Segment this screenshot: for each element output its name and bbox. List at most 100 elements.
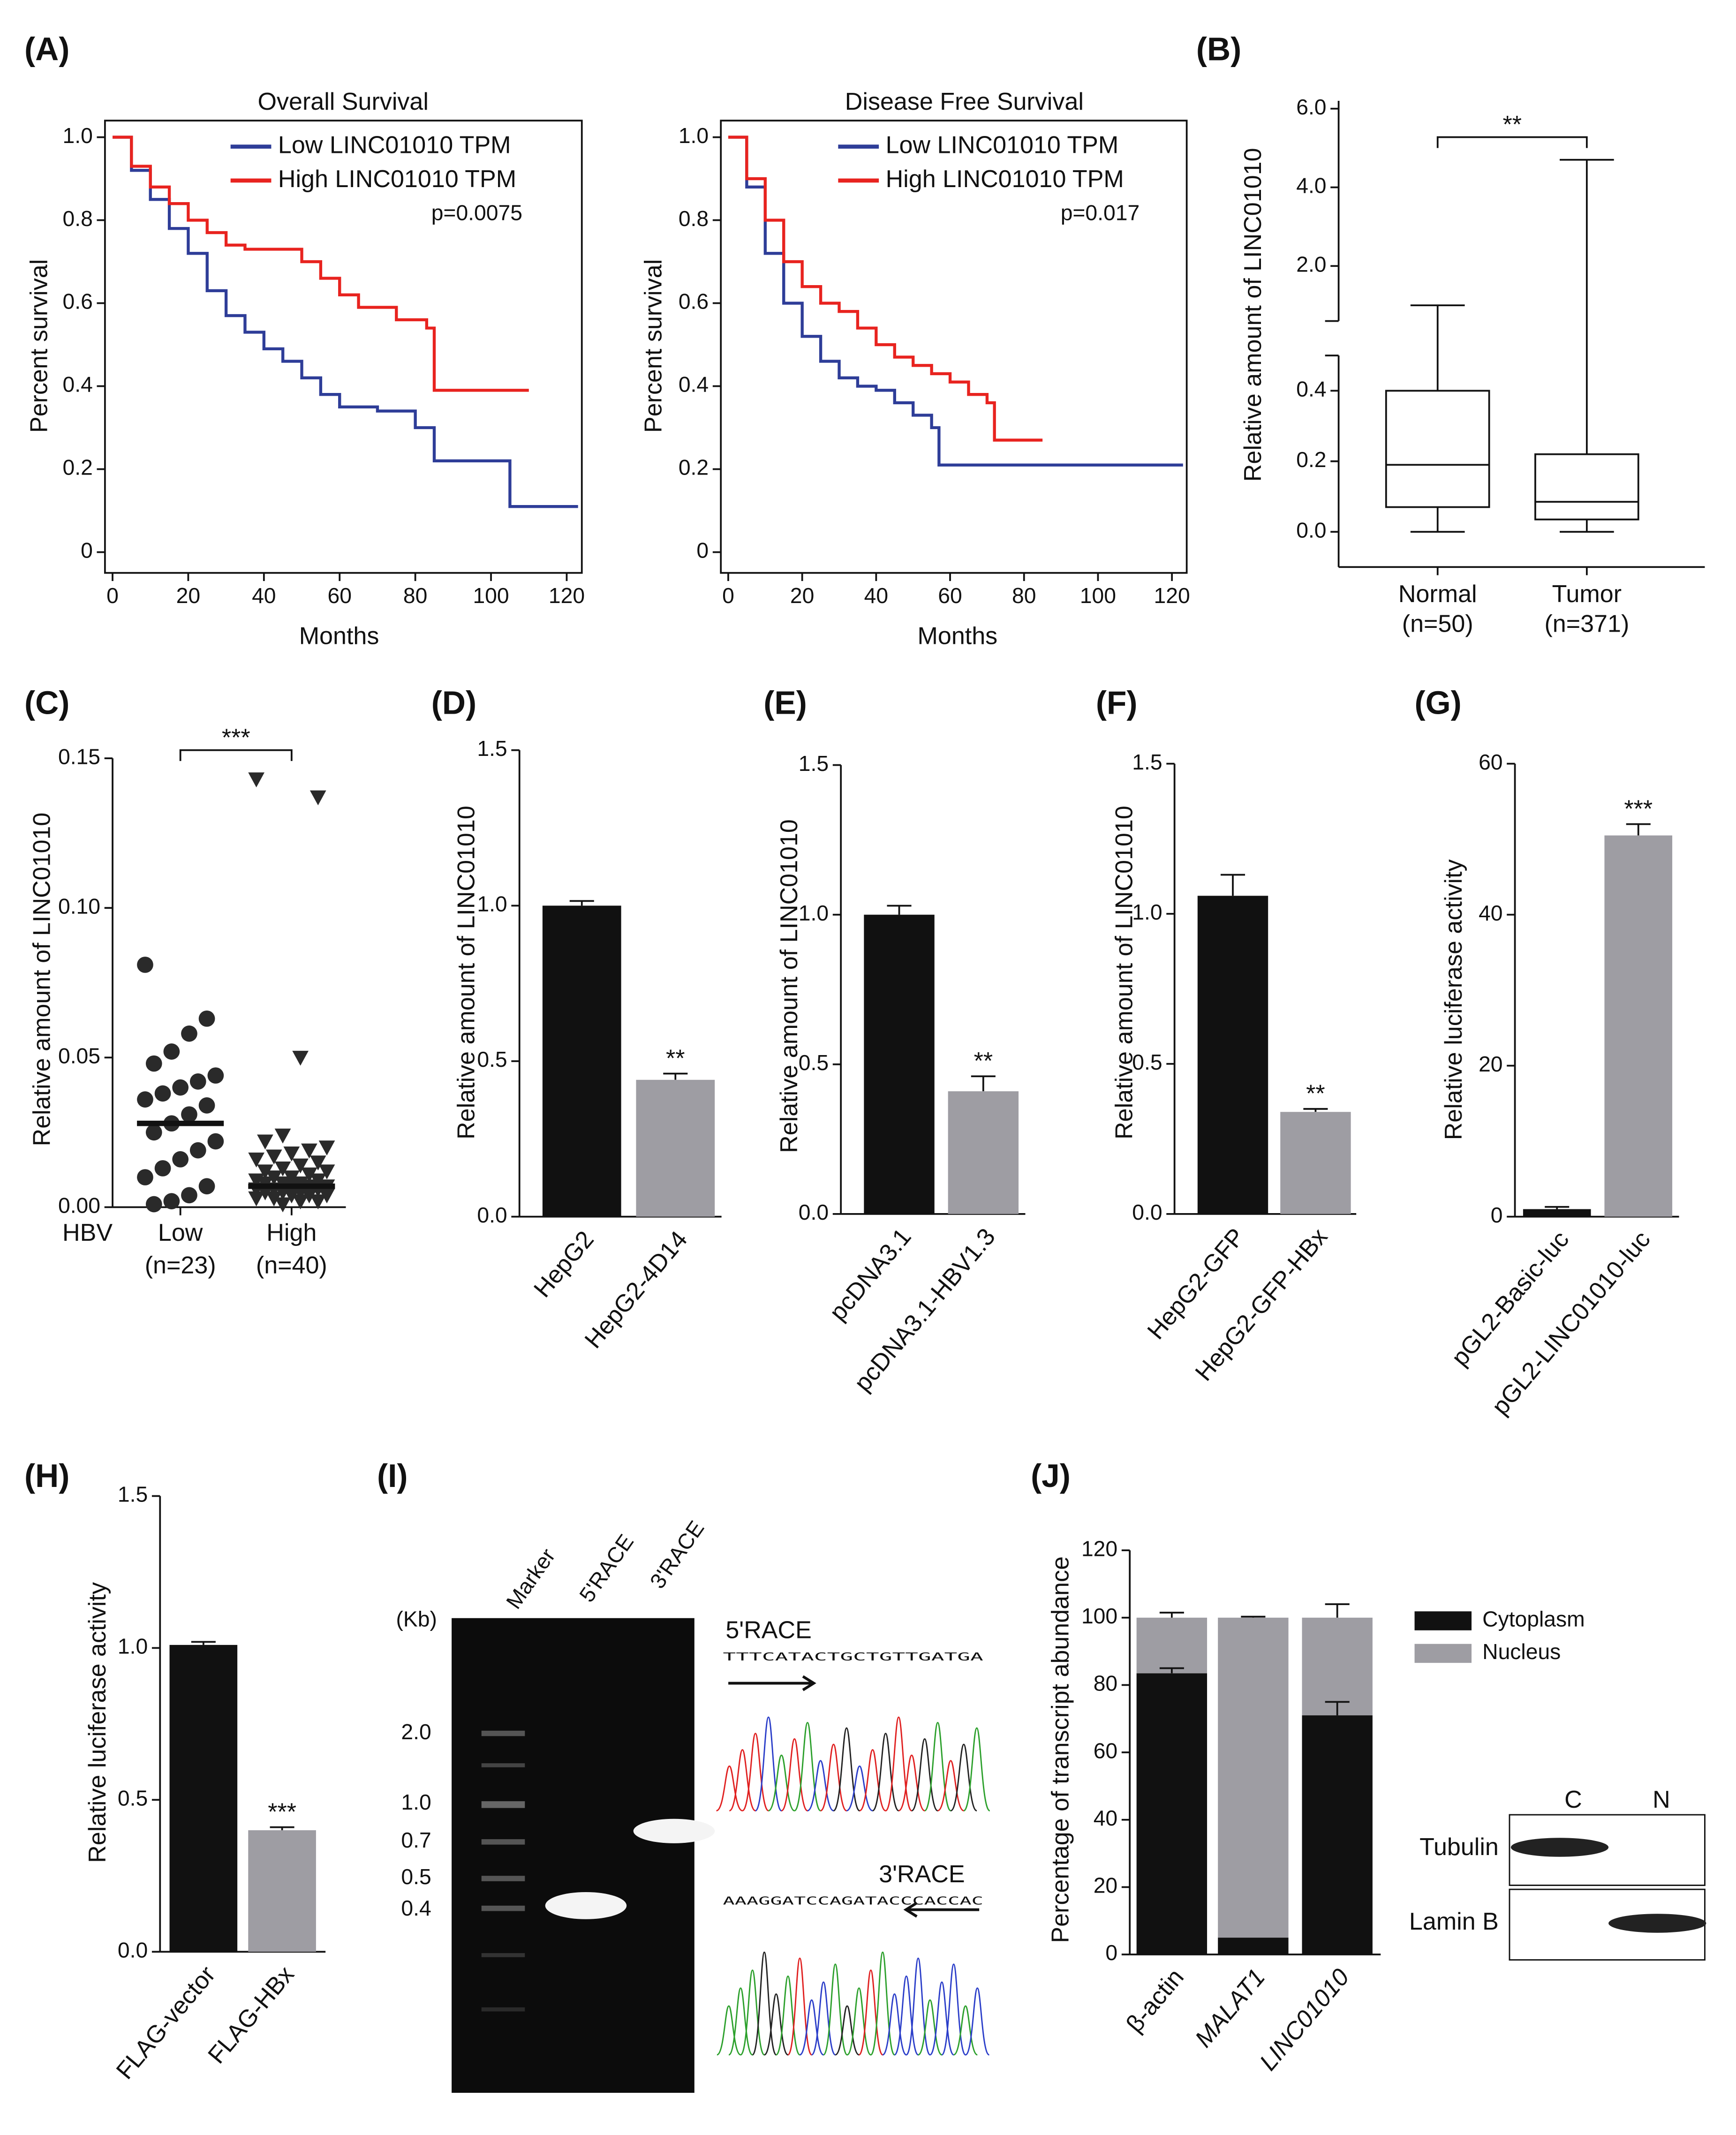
trace-peak (846, 1987, 871, 2056)
bar (248, 1830, 316, 1952)
trace-peak (835, 2005, 860, 2056)
y-tick-label: 0.2 (1296, 447, 1326, 472)
data-point (292, 1050, 309, 1066)
axis-prefix: HBV (62, 1219, 113, 1246)
bar-segment (1302, 1715, 1373, 1954)
chart-title: Disease Free Survival (845, 88, 1084, 115)
data-point (248, 1152, 264, 1168)
data-point (309, 1194, 326, 1209)
trace-peak (929, 1981, 954, 2056)
arrow (903, 1901, 980, 1918)
y-tick-label: 20 (1094, 1873, 1117, 1898)
x-tick-label: 80 (1012, 583, 1036, 608)
y-tick-label: 0.15 (58, 744, 100, 769)
data-point (172, 1151, 189, 1168)
significance-label: *** (222, 724, 250, 751)
panel-label: (H) (24, 1457, 69, 1494)
lane-label: Marker (501, 1544, 560, 1614)
plot-frame (720, 120, 1188, 574)
panel-label: (J) (1031, 1457, 1071, 1494)
x-tick-label: 0 (722, 583, 734, 608)
data-point (163, 1193, 180, 1209)
x-tick-label: 60 (327, 583, 351, 608)
x-tick-label: β-actin (1121, 1964, 1189, 2038)
data-point (145, 1055, 162, 1072)
x-tick-label: 100 (1080, 583, 1116, 608)
trace-peak (742, 1733, 769, 1811)
sequence: AAAGGATCCAGATACCCACCAC (723, 1895, 983, 1908)
marker-band (481, 1839, 525, 1845)
plot-frame (104, 120, 583, 574)
bar-segment (1218, 1938, 1289, 1954)
legend-label: High LINC01010 TPM (278, 166, 516, 193)
data-point (274, 1128, 291, 1144)
trace-peak (858, 1969, 883, 2056)
trace-peak (716, 1765, 743, 1811)
x-tick-label: High (266, 1219, 317, 1246)
significance-bracket (1436, 136, 1588, 148)
marker-band (481, 1763, 525, 1767)
survival-curve (728, 136, 1183, 467)
panel-label: (B) (1196, 31, 1241, 68)
x-axis-label: Months (299, 622, 379, 649)
y-tick-label: 0.2 (679, 455, 709, 480)
bar-segment (1218, 1617, 1289, 1938)
data-point (257, 1134, 273, 1150)
y-axis-label: Percentage of transcript abundance (1047, 1556, 1074, 1943)
y-tick-label: 0.05 (58, 1044, 100, 1068)
y-tick-label: 1.5 (799, 751, 829, 776)
y-axis-label: Percent survival (640, 259, 667, 433)
legend-label: Nucleus (1482, 1639, 1561, 1664)
y-axis-label: Relative amount of LINC01010 (1239, 148, 1267, 482)
data-point (198, 1010, 215, 1027)
significance-label: ** (974, 1048, 993, 1075)
trace-peak (937, 1760, 964, 1811)
y-tick-label: 20 (1479, 1052, 1502, 1076)
data-point (265, 1170, 282, 1185)
x-tick-label: 20 (790, 583, 814, 608)
x-tick-label: 80 (403, 583, 427, 608)
data-point (207, 1067, 224, 1084)
data-point (318, 1188, 335, 1204)
y-tick-label: 0.0 (799, 1200, 829, 1224)
box (1534, 453, 1639, 521)
trace-peak (898, 1754, 925, 1811)
x-tick-label: pcDNA3.1 (824, 1223, 917, 1326)
trace-peak (729, 1749, 756, 1811)
data-point (181, 1187, 197, 1204)
data-point (145, 1124, 162, 1141)
legend-label: Low LINC01010 TPM (886, 131, 1119, 158)
bar (169, 1645, 238, 1952)
y-tick-label: 0 (696, 538, 709, 563)
bar-segment (1136, 1673, 1208, 1954)
y-tick-label: 1.0 (1132, 900, 1162, 924)
panel-label: (G) (1415, 685, 1462, 721)
y-tick-label: 0 (1105, 1940, 1117, 1965)
y-tick-label: 60 (1094, 1738, 1117, 1763)
y-tick-label: 0 (81, 538, 93, 563)
category-note: (n=40) (256, 1252, 327, 1279)
data-point (163, 1043, 180, 1060)
panel-label: (F) (1096, 685, 1138, 721)
y-tick-label: 0.4 (62, 372, 92, 397)
blot-band (1608, 1914, 1706, 1933)
data-point (318, 1140, 335, 1156)
data-point (283, 1170, 300, 1185)
x-tick-label: Tumor (1552, 581, 1622, 608)
marker-band (481, 1905, 525, 1911)
race-band (633, 1818, 715, 1843)
bar (948, 1091, 1019, 1214)
data-point (198, 1178, 215, 1195)
data-point (274, 1197, 291, 1213)
y-tick-label: 80 (1094, 1671, 1117, 1696)
y-axis-label: Relative amount of LINC01010 (776, 819, 803, 1153)
y-tick-label: 4.0 (1296, 174, 1326, 198)
y-tick-label: 1.0 (679, 123, 709, 148)
panel-label: (C) (24, 685, 69, 721)
blot-band (1510, 1838, 1609, 1857)
significance-label: ** (1306, 1080, 1325, 1108)
trace-peak (799, 1999, 824, 2056)
x-tick-label: 0 (106, 583, 119, 608)
legend-swatch (1414, 1644, 1472, 1663)
